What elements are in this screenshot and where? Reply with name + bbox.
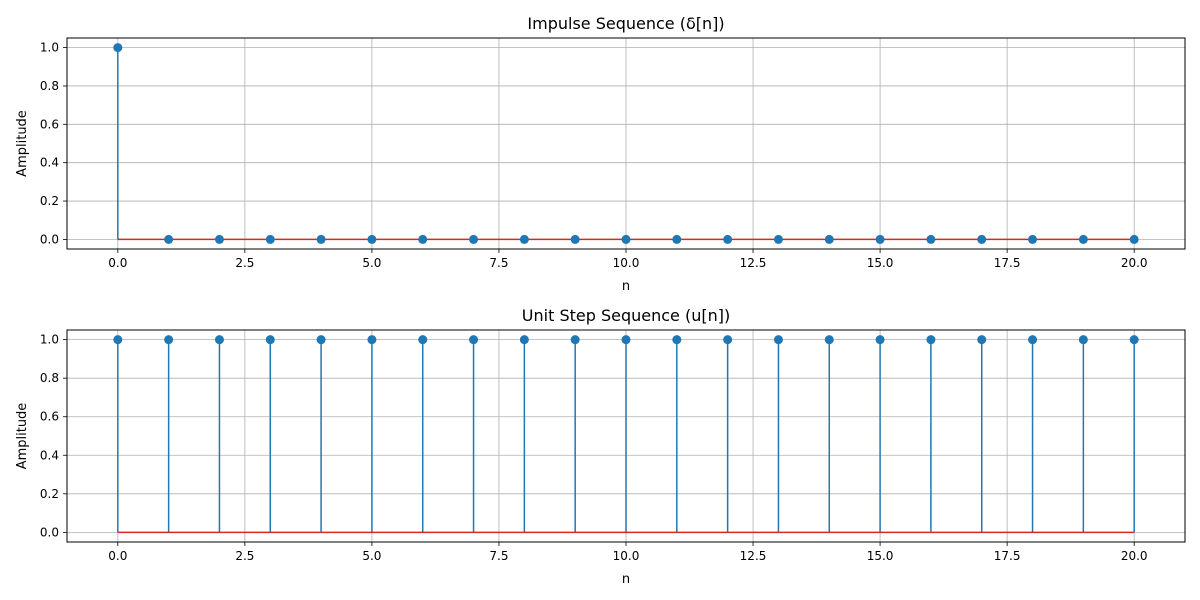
- stem-marker: [773, 335, 783, 345]
- stem-marker: [1129, 234, 1139, 244]
- impulse-chart: 0.0 2.5 5.0 7.5 10.0 12.5 15.0 17.5 20.0 0.0 0.2 0.…: [15, 14, 1186, 294]
- stem-marker: [469, 335, 479, 345]
- y-tick-label: 0.2: [40, 487, 59, 501]
- x-tick-label: 0.0: [108, 549, 127, 563]
- stem-marker: [621, 234, 631, 244]
- x-tick-label: 5.0: [362, 549, 381, 563]
- stem-marker: [1078, 335, 1088, 345]
- x-tick-label: 0.0: [108, 256, 127, 270]
- y-tick-label: 1.0: [40, 41, 59, 55]
- x-tick-label: 5.0: [362, 256, 381, 270]
- x-tick-label: 7.5: [489, 256, 508, 270]
- stem-marker: [672, 234, 682, 244]
- x-tick-label: 20.0: [1121, 549, 1148, 563]
- y-tick-label: 0.4: [40, 156, 59, 170]
- stem-marker: [1129, 335, 1139, 345]
- y-tick-label: 0.0: [40, 232, 59, 246]
- y-tick-label: 0.6: [40, 117, 59, 131]
- stem-marker: [723, 234, 733, 244]
- unit-step-chart: 0.0 2.5 5.0 7.5 10.0 12.5 15.0 17.5 20.0 0.0 0.2 0.…: [15, 306, 1186, 587]
- stem-marker: [367, 335, 377, 345]
- y-tick-label: 0.8: [40, 79, 59, 93]
- x-tick-label: 10.0: [613, 549, 640, 563]
- stem-marker: [723, 335, 733, 345]
- y-tick-label: 0.6: [40, 410, 59, 424]
- chart-title: Impulse Sequence (δ[n]): [527, 14, 724, 33]
- stem-marker: [367, 234, 377, 244]
- stem-marker: [621, 335, 631, 345]
- x-tick-label: 15.0: [867, 549, 894, 563]
- x-tick-label: 12.5: [740, 549, 767, 563]
- y-axis-label: Amplitude: [15, 110, 30, 177]
- y-tick-label: 0.0: [40, 525, 59, 539]
- stem-marker: [519, 335, 529, 345]
- x-axis-label: n: [622, 279, 630, 294]
- x-tick-label: 15.0: [867, 256, 894, 270]
- x-tick-label: 17.5: [994, 549, 1021, 563]
- stem-marker: [316, 234, 326, 244]
- stem-marker: [519, 234, 529, 244]
- stem-marker: [875, 335, 885, 345]
- x-tick-label: 17.5: [994, 256, 1021, 270]
- stem-marker: [1078, 234, 1088, 244]
- stem-marker: [570, 234, 580, 244]
- stem-marker: [316, 335, 326, 345]
- y-tick-label: 0.4: [40, 448, 59, 462]
- stem-marker: [672, 335, 682, 345]
- stem-marker: [824, 234, 834, 244]
- x-tick-label: 20.0: [1121, 256, 1148, 270]
- x-tick-label: 2.5: [235, 549, 254, 563]
- stem-marker: [164, 335, 174, 345]
- y-tick-label: 0.2: [40, 194, 59, 208]
- stem-marker: [926, 335, 936, 345]
- stem-marker: [773, 234, 783, 244]
- stem-marker: [1028, 335, 1038, 345]
- x-tick-label: 12.5: [740, 256, 767, 270]
- stem-marker: [214, 234, 224, 244]
- stem-marker: [113, 43, 123, 53]
- y-axis-label: Amplitude: [15, 403, 30, 470]
- chart-title: Unit Step Sequence (u[n]): [522, 306, 730, 325]
- stem-marker: [1028, 234, 1038, 244]
- y-tick-label: 0.8: [40, 371, 59, 385]
- stem-marker: [265, 335, 275, 345]
- stem-marker: [265, 234, 275, 244]
- stem-marker: [214, 335, 224, 345]
- stem-marker: [164, 234, 174, 244]
- stem-marker: [824, 335, 834, 345]
- x-tick-label: 7.5: [489, 549, 508, 563]
- y-tick-label: 1.0: [40, 333, 59, 347]
- x-tick-label: 10.0: [613, 256, 640, 270]
- stem-marker: [418, 335, 428, 345]
- stem-marker: [977, 335, 987, 345]
- stem-marker: [977, 234, 987, 244]
- stem-marker: [875, 234, 885, 244]
- stem-marker: [113, 335, 123, 345]
- stem-marker: [418, 234, 428, 244]
- x-tick-label: 2.5: [235, 256, 254, 270]
- stem-marker: [926, 234, 936, 244]
- x-axis-label: n: [622, 572, 630, 587]
- stem-marker: [570, 335, 580, 345]
- stem-marker: [469, 234, 479, 244]
